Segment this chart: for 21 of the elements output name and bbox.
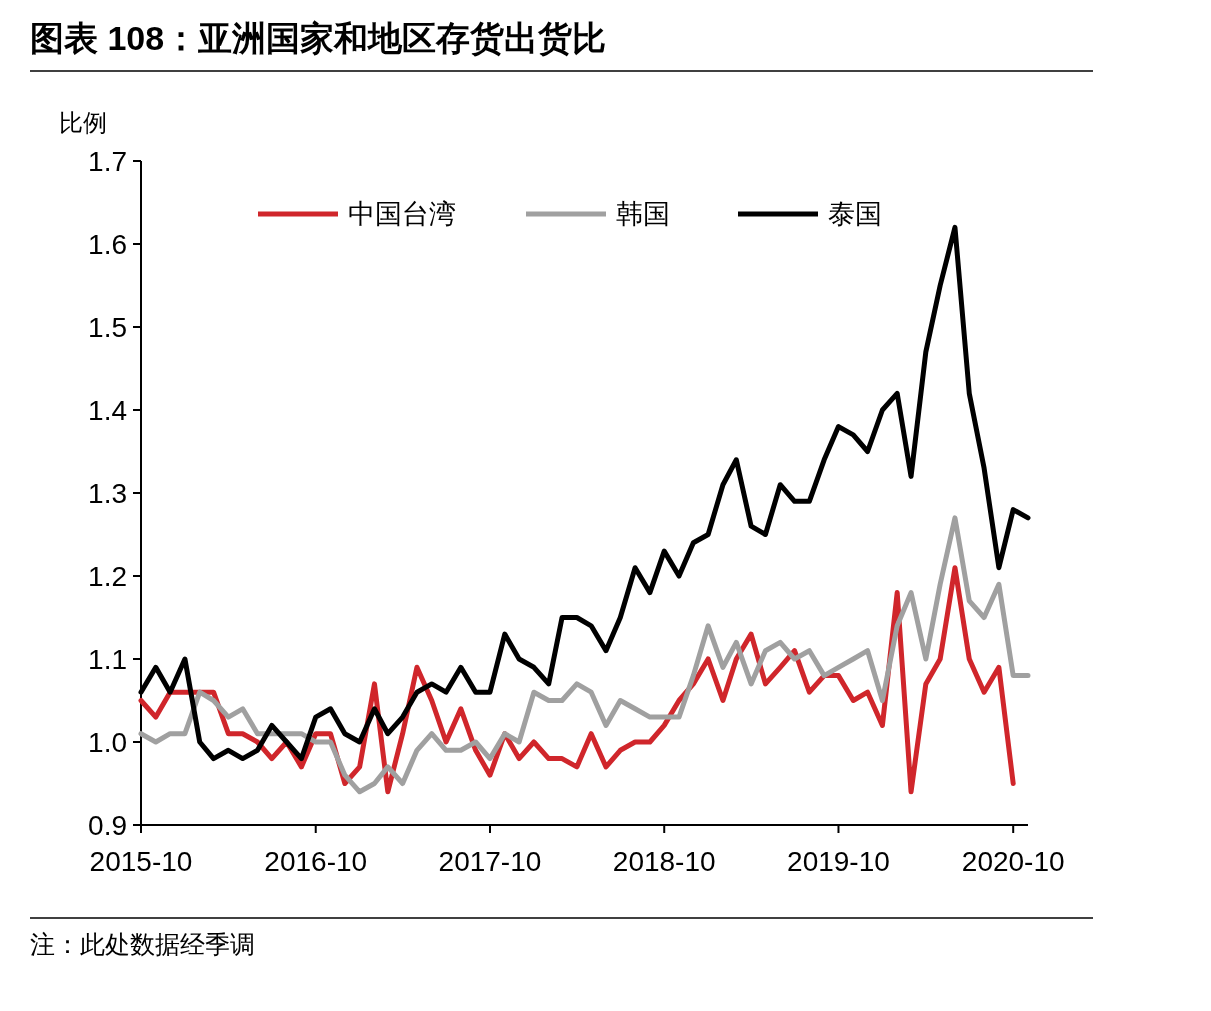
y-tick-label: 1.1 — [88, 643, 127, 675]
y-tick-label: 1.2 — [88, 560, 127, 592]
y-tick-label: 0.9 — [88, 809, 127, 841]
y-tick-label: 1.3 — [88, 477, 127, 509]
y-axis-title: 比例 — [59, 109, 107, 136]
y-tick-label: 1.0 — [88, 726, 127, 758]
chart-title: 图表 108：亚洲国家和地区存货出货比 — [30, 19, 607, 57]
x-tick-label: 2015-10 — [89, 846, 193, 877]
x-tick-label: 2019-10 — [787, 846, 890, 877]
y-tick-label: 1.7 — [88, 145, 127, 177]
y-tick-label: 1.6 — [88, 228, 127, 260]
legend-label: 中国台湾 — [348, 199, 456, 229]
legend-label: 韩国 — [616, 199, 670, 229]
x-tick-label: 2018-10 — [612, 846, 716, 877]
y-tick-label: 1.4 — [88, 394, 127, 426]
legend-label: 泰国 — [828, 199, 882, 229]
y-tick-label: 1.5 — [88, 311, 127, 343]
x-tick-label: 2016-10 — [264, 846, 368, 877]
x-tick-label: 2017-10 — [438, 846, 542, 877]
x-tick-label: 2020-10 — [961, 846, 1065, 877]
text: 注：此处数据经季调 — [30, 930, 255, 958]
